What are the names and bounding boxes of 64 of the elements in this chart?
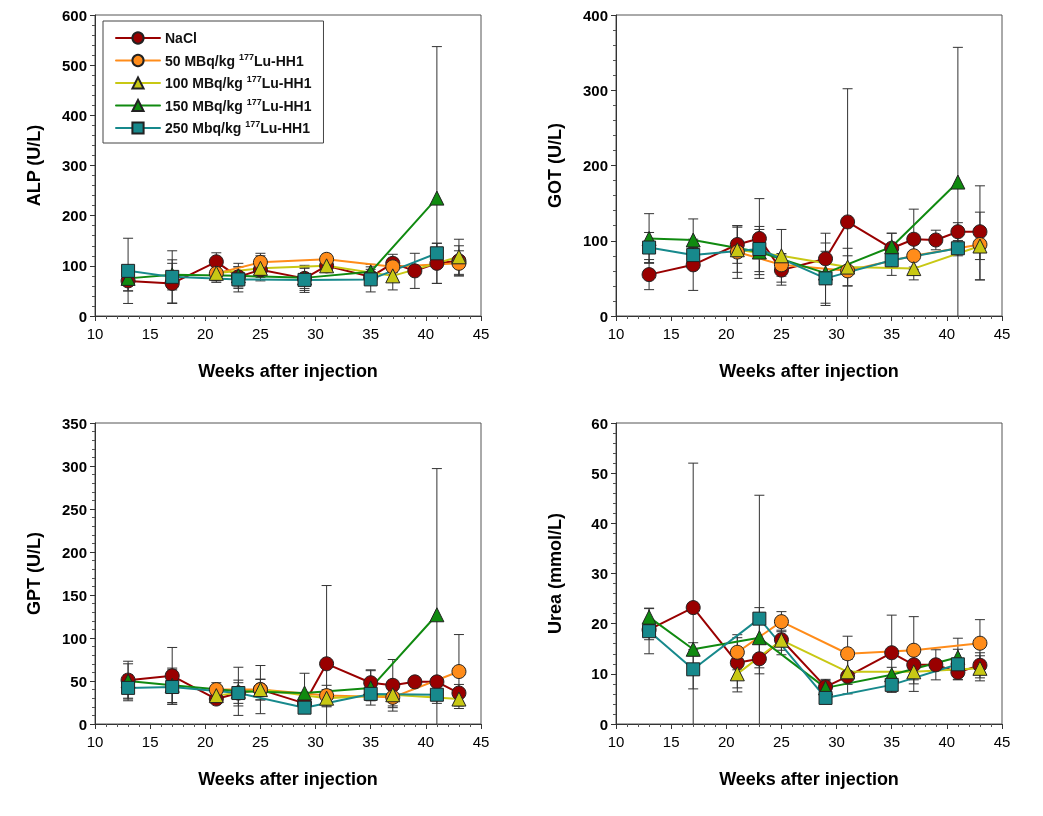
y-tick-label: 60	[591, 414, 608, 432]
x-tick-label: 15	[662, 325, 680, 342]
x-tick-label: 30	[828, 733, 845, 750]
x-tick-label: 40	[417, 325, 435, 342]
y-axis-title: GOT (U/L)	[545, 123, 565, 208]
x-axis-title: Weeks after injection	[198, 361, 378, 381]
x-tick-label: 25	[252, 733, 269, 750]
legend-label: NaCl	[165, 30, 197, 46]
x-tick-label: 45	[993, 733, 1011, 750]
y-tick-label: 600	[61, 6, 87, 24]
y-tick-label: 0	[599, 715, 608, 733]
y-tick-label: 200	[61, 207, 87, 225]
x-tick-label: 20	[196, 733, 214, 750]
y-tick-label: 200	[61, 543, 87, 561]
y-tick-label: 150	[61, 586, 87, 604]
x-tick-label: 25	[773, 325, 790, 342]
x-tick-label: 45	[472, 325, 490, 342]
x-tick-label: 25	[773, 733, 790, 750]
y-tick-label: 100	[61, 257, 87, 275]
y-tick-label: 400	[61, 106, 87, 124]
x-tick-label: 30	[307, 325, 324, 342]
y-tick-label: 0	[78, 307, 87, 325]
y-tick-label: 0	[599, 307, 608, 325]
x-axis-title: Weeks after injection	[198, 769, 378, 789]
x-tick-label: 35	[362, 325, 380, 342]
y-axis-title: ALP (U/L)	[24, 124, 44, 207]
x-tick-label: 30	[828, 325, 845, 342]
x-tick-label: 45	[472, 733, 490, 750]
y-tick-label: 250	[61, 500, 87, 518]
x-tick-label: 35	[883, 325, 901, 342]
x-tick-label: 30	[307, 733, 324, 750]
y-tick-label: 500	[61, 56, 87, 74]
y-tick-label: 10	[591, 665, 608, 683]
x-tick-label: 15	[141, 733, 159, 750]
x-axis-title: Weeks after injection	[719, 361, 899, 381]
x-tick-label: 40	[417, 733, 435, 750]
x-tick-label: 20	[717, 325, 735, 342]
y-tick-label: 30	[591, 565, 608, 582]
y-tick-label: 50	[70, 672, 87, 690]
y-axis-title: GPT (U/L)	[24, 532, 44, 615]
x-tick-label: 40	[938, 325, 956, 342]
y-tick-label: 300	[61, 457, 87, 475]
y-tick-label: 20	[591, 615, 608, 633]
x-tick-label: 15	[141, 325, 159, 342]
x-tick-label: 45	[993, 325, 1011, 342]
y-tick-label: 50	[591, 464, 608, 482]
x-tick-label: 20	[196, 325, 214, 342]
y-tick-label: 100	[61, 629, 87, 647]
x-tick-label: 15	[662, 733, 680, 750]
x-tick-label: 40	[938, 733, 956, 750]
x-tick-label: 35	[362, 733, 380, 750]
x-tick-label: 25	[252, 325, 269, 342]
x-tick-label: 35	[883, 733, 901, 750]
y-axis-title: Urea (mmol/L)	[545, 512, 565, 635]
x-axis-title: Weeks after injection	[719, 769, 899, 789]
y-tick-label: 400	[582, 6, 608, 24]
y-tick-label: 350	[61, 414, 87, 432]
y-tick-label: 0	[78, 715, 87, 733]
y-tick-label: 300	[61, 157, 87, 174]
x-tick-label: 20	[717, 733, 735, 750]
y-tick-label: 40	[591, 514, 608, 532]
y-tick-label: 100	[582, 232, 608, 250]
y-tick-label: 200	[582, 157, 608, 174]
y-tick-label: 300	[582, 81, 608, 99]
